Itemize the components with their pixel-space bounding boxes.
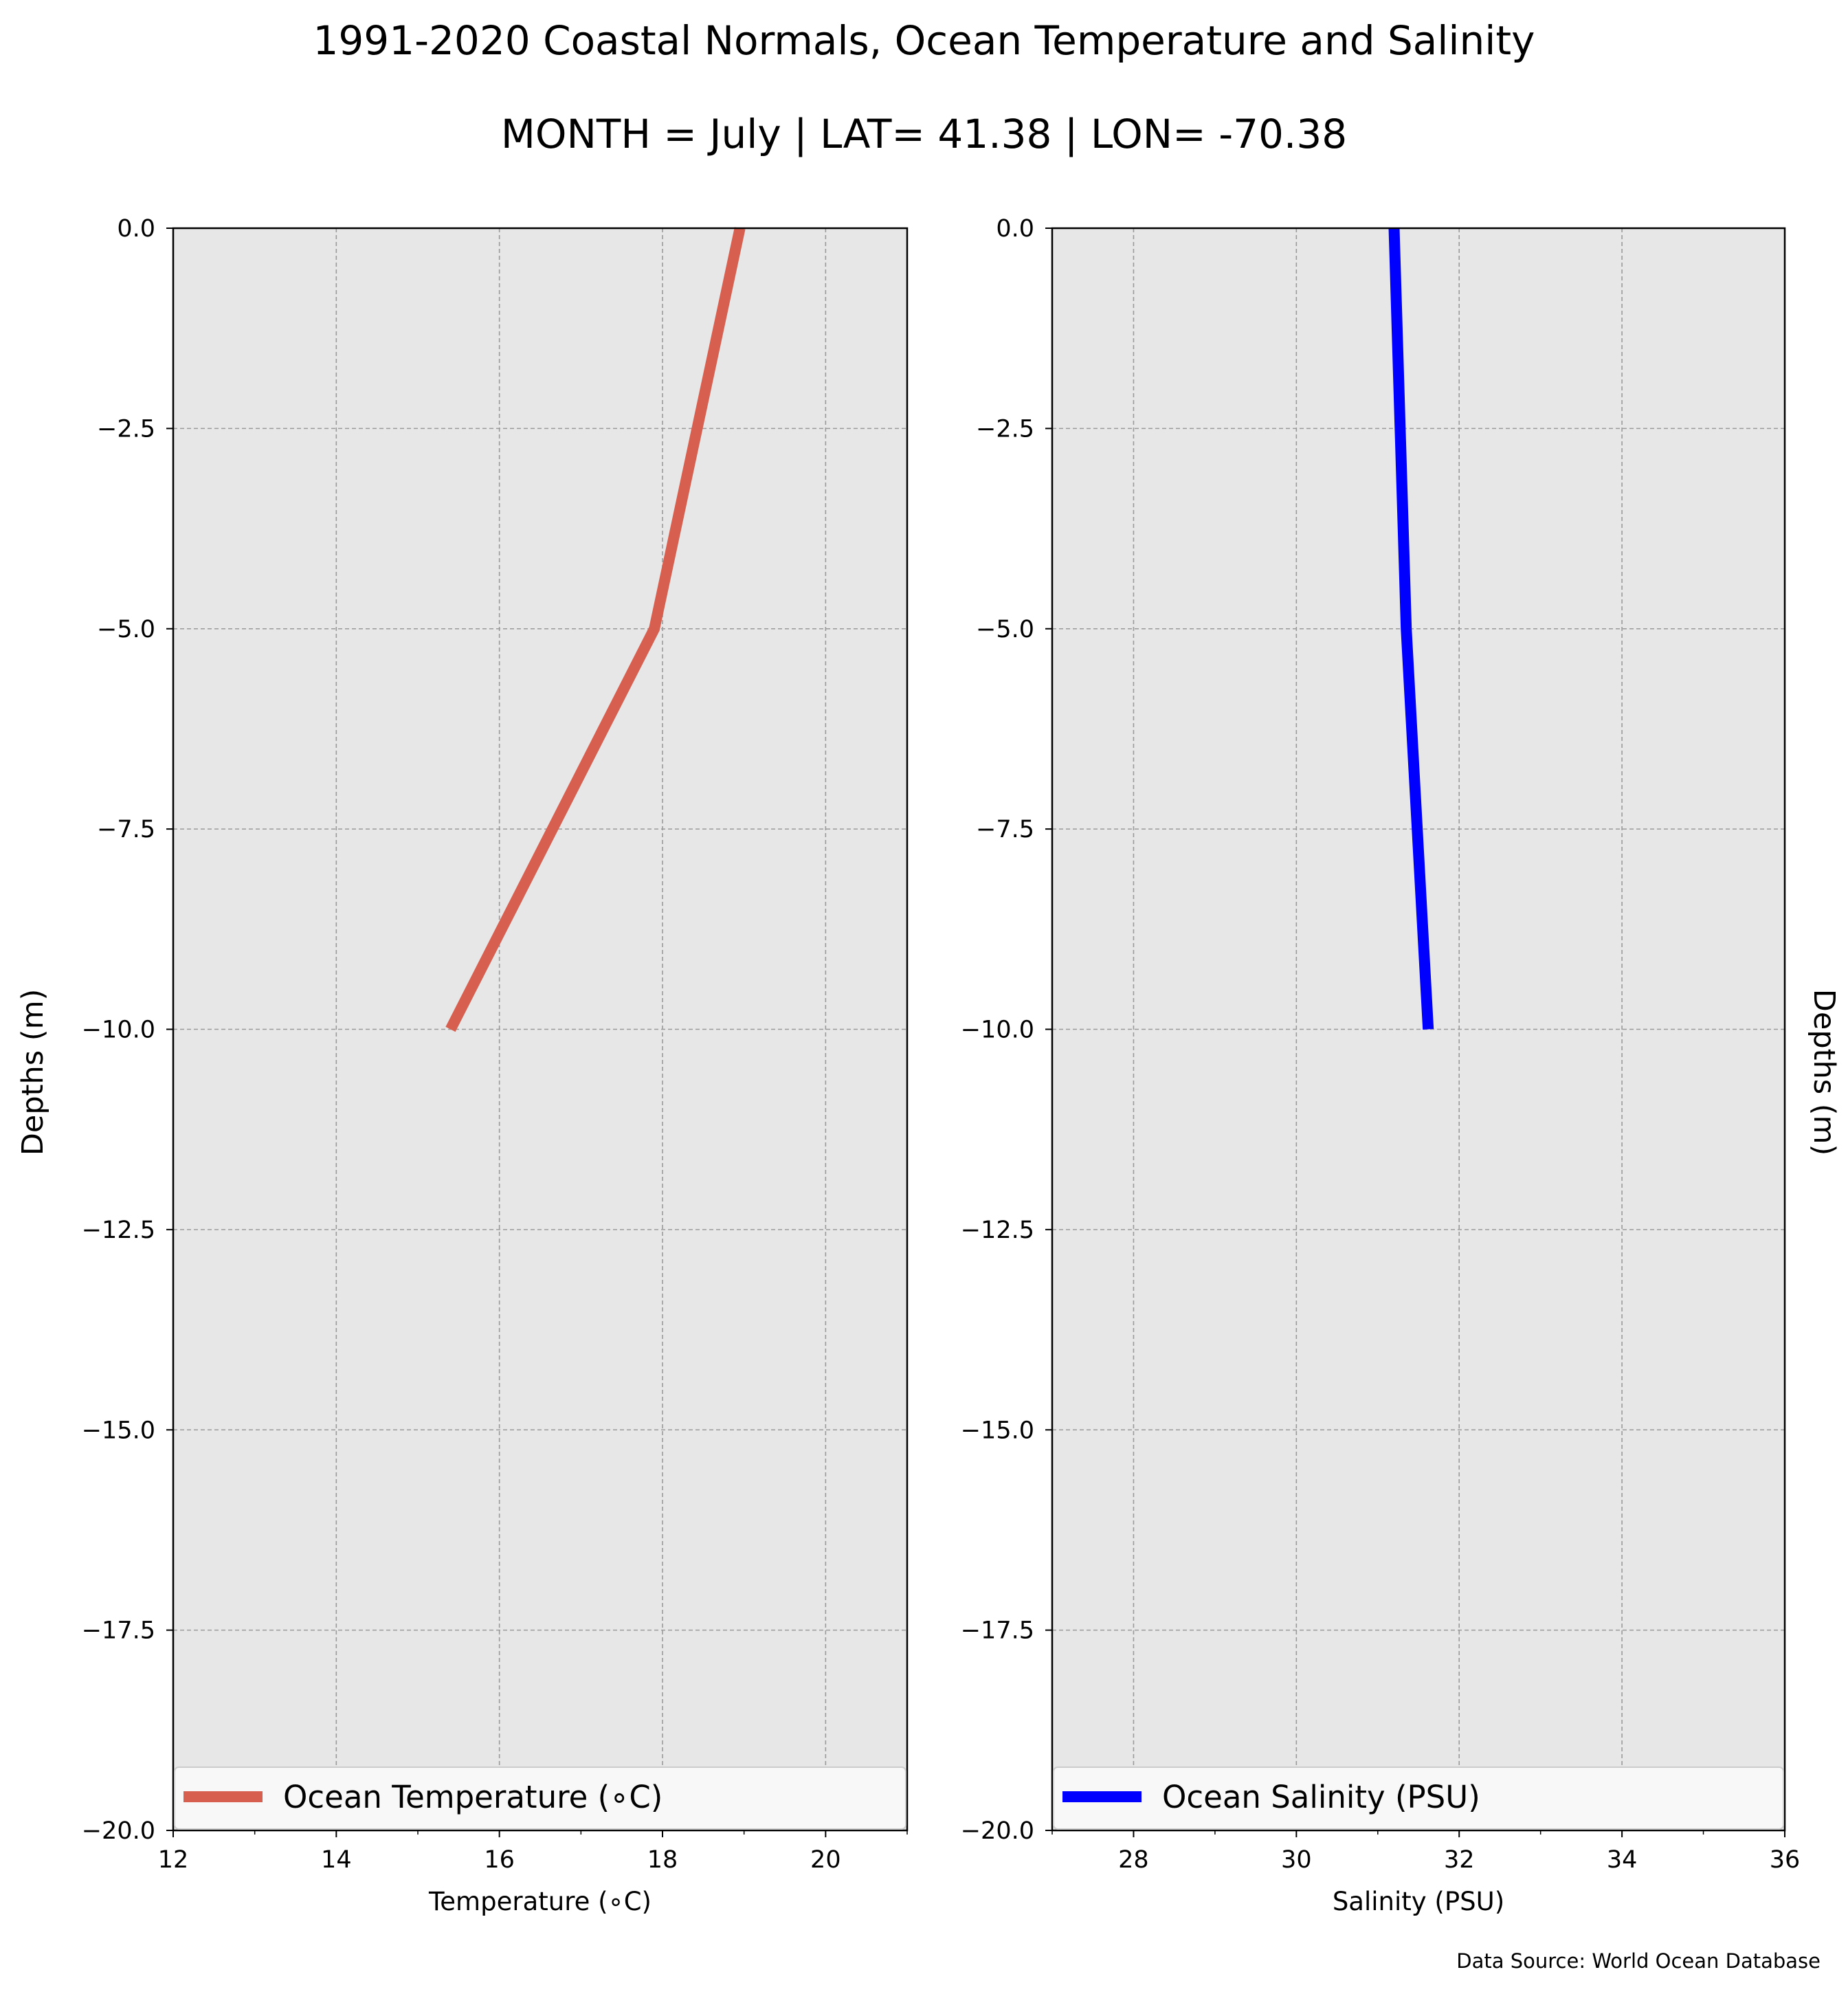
x-tick-label: 20	[810, 1846, 841, 1874]
y-tick-label: −7.5	[976, 816, 1034, 843]
y-tick-label: 0.0	[117, 215, 155, 243]
y-tick-label: −12.5	[961, 1217, 1034, 1244]
legend-box	[1053, 1766, 1784, 1830]
y-tick-label: −7.5	[97, 816, 155, 843]
data-source-note: Data Source: World Ocean Database	[1456, 1949, 1821, 1973]
y-tick-label: −5.0	[976, 616, 1034, 643]
chart-title: 1991-2020 Coastal Normals, Ocean Tempera…	[313, 17, 1535, 64]
y-tick-label: −10.0	[961, 1017, 1034, 1044]
y-tick-label: −15.0	[961, 1417, 1034, 1444]
x-axis-label: Temperature (∘C)	[428, 1887, 652, 1916]
y-tick-label: −2.5	[97, 415, 155, 443]
legend: Ocean Temperature (∘C)	[174, 1766, 906, 1830]
x-tick-label: 14	[321, 1846, 352, 1874]
y-axis-label-left: Depths (m)	[16, 989, 50, 1155]
y-tick-label: −2.5	[976, 415, 1034, 443]
x-tick-label: 36	[1770, 1846, 1801, 1874]
y-axis-label-right: Depths (m)	[1807, 989, 1841, 1155]
salinity-series-line	[1388, 228, 1434, 1030]
x-tick-label: 32	[1444, 1846, 1475, 1874]
x-tick-label: 18	[647, 1846, 678, 1874]
legend-label: Ocean Salinity (PSU)	[1162, 1779, 1480, 1815]
y-tick-label: −20.0	[961, 1817, 1034, 1845]
legend: Ocean Salinity (PSU)	[1053, 1766, 1784, 1830]
x-axis-label: Salinity (PSU)	[1333, 1887, 1504, 1916]
y-tick-label: −12.5	[82, 1217, 155, 1244]
y-tick-label: −15.0	[82, 1417, 155, 1444]
salinity-panel: 28 30 32 34 36 0.0 −2.5 −5.0 −7.5 −10.0 −12.5 −15.0…	[961, 215, 1801, 1916]
temperature-panel: 12 14 16 18 20 0.0 −2.5 −5.0 −7.5 −10.0 −12.5 −15.0…	[82, 215, 909, 1916]
x-tick-label: 30	[1281, 1846, 1312, 1874]
y-tick-label: −5.0	[97, 616, 155, 643]
chart-subtitle: MONTH = July | LAT= 41.38 | LON= -70.38	[500, 111, 1348, 157]
x-tick-label: 16	[484, 1846, 515, 1874]
legend-label: Ocean Temperature (∘C)	[283, 1779, 663, 1815]
y-tick-label: −17.5	[82, 1617, 155, 1645]
x-tick-label: 12	[158, 1846, 189, 1874]
y-tick-label: −17.5	[961, 1617, 1034, 1645]
x-tick-label: 28	[1118, 1846, 1149, 1874]
x-tick-label: 34	[1607, 1846, 1638, 1874]
temperature-series-line	[445, 227, 746, 1032]
legend-box	[174, 1766, 906, 1830]
y-tick-label: 0.0	[996, 215, 1034, 243]
y-tick-label: −20.0	[82, 1817, 155, 1845]
y-tick-label: −10.0	[82, 1017, 155, 1044]
